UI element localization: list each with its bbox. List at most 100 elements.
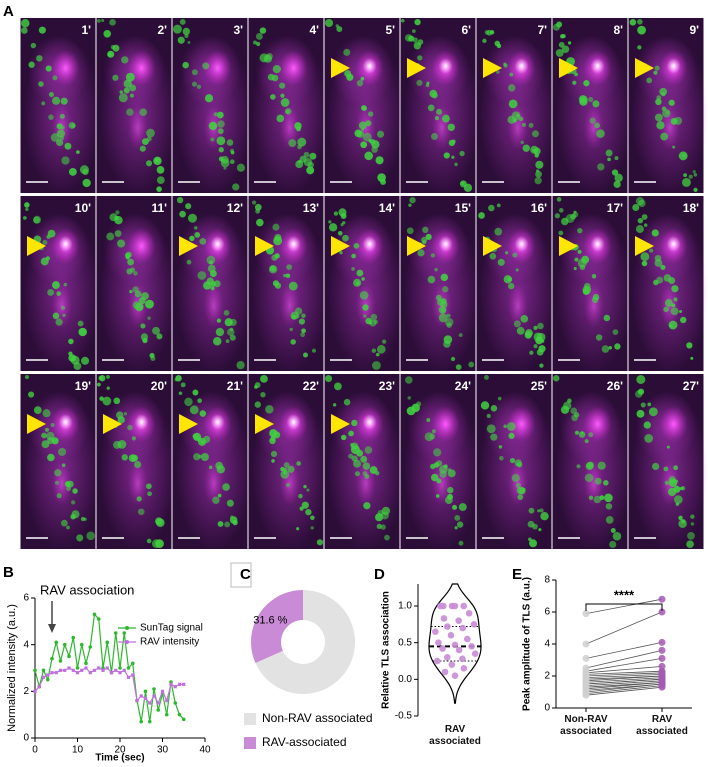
green-signal — [531, 130, 539, 138]
green-signal — [578, 431, 586, 438]
data-point — [122, 631, 127, 635]
green-signal — [269, 429, 278, 438]
green-signal — [376, 523, 382, 529]
data-point — [54, 640, 59, 645]
green-signal — [577, 227, 583, 234]
green-signal — [377, 130, 385, 138]
violin — [428, 583, 482, 704]
pair-line — [585, 685, 663, 694]
green-signal — [342, 234, 349, 242]
green-signal — [636, 409, 645, 418]
green-signal — [584, 439, 589, 444]
green-signal — [107, 53, 112, 57]
data-point — [50, 656, 54, 661]
frame-label: 5' — [385, 23, 395, 37]
green-signal — [123, 87, 130, 94]
green-signal — [670, 117, 678, 125]
green-signal — [605, 503, 613, 510]
green-signal — [197, 271, 207, 280]
green-signal — [76, 150, 80, 154]
green-signal — [588, 495, 594, 500]
green-signal — [79, 165, 89, 175]
green-signal — [490, 433, 498, 441]
legend-marker — [125, 640, 129, 644]
pair-line — [585, 650, 663, 669]
green-signal — [252, 200, 257, 205]
green-signal — [446, 313, 451, 318]
magenta-puncta — [279, 50, 308, 86]
green-signal — [280, 98, 290, 107]
green-signal — [225, 339, 230, 343]
green-signal — [444, 317, 454, 327]
green-signal — [41, 432, 47, 439]
green-signal — [527, 520, 535, 528]
green-signal — [360, 455, 368, 463]
green-signal — [283, 274, 287, 278]
panel-label: B — [3, 564, 14, 581]
green-signal — [51, 437, 59, 445]
green-signal — [635, 225, 644, 234]
green-signal — [213, 280, 221, 288]
data-point — [459, 655, 466, 663]
pair-line — [585, 611, 663, 645]
green-signal — [139, 108, 148, 117]
green-signal — [310, 515, 315, 520]
frame-label: 17' — [607, 201, 623, 215]
green-signal — [375, 352, 380, 357]
green-signal — [182, 61, 189, 69]
green-signal — [260, 375, 268, 383]
arrowhead — [483, 58, 502, 78]
green-signal — [612, 531, 622, 541]
data-point — [658, 595, 666, 603]
green-signal — [289, 327, 293, 332]
green-signal — [217, 128, 224, 135]
data-point — [118, 666, 122, 670]
green-signal — [194, 232, 201, 238]
green-signal — [609, 540, 617, 548]
micrograph-tile: 17' — [552, 196, 632, 372]
green-signal — [648, 407, 658, 417]
y-tick-label: 0.5 — [398, 637, 412, 648]
green-signal — [361, 127, 365, 131]
frame-label: 16' — [531, 201, 547, 215]
green-signal — [605, 516, 614, 524]
y-tick-label: 4 — [544, 639, 550, 650]
green-signal — [253, 40, 257, 45]
y-tick-label: 8 — [544, 575, 550, 586]
green-signal — [61, 156, 70, 165]
green-signal — [672, 145, 676, 149]
data-point — [182, 682, 186, 686]
green-signal — [56, 493, 62, 499]
green-signal — [71, 123, 76, 128]
green-signal — [194, 226, 198, 230]
green-signal — [21, 27, 28, 34]
legend-label: SunTag signal — [140, 623, 203, 634]
green-signal — [422, 226, 429, 234]
green-signal — [434, 116, 440, 121]
green-signal — [22, 216, 27, 220]
green-signal — [187, 40, 191, 44]
green-signal — [416, 401, 422, 407]
y-tick-label: 1.0 — [398, 601, 412, 612]
green-signal — [640, 402, 646, 408]
green-signal — [692, 170, 696, 174]
bright-core — [286, 414, 301, 430]
green-signal — [265, 405, 274, 414]
data-point — [448, 661, 456, 668]
green-signal — [71, 500, 76, 505]
green-signal — [637, 388, 645, 395]
green-signal — [273, 236, 283, 246]
frame-label: 22' — [303, 379, 319, 393]
green-signal — [50, 133, 60, 142]
green-signal — [422, 239, 427, 245]
green-signal — [360, 105, 367, 111]
green-signal — [690, 522, 695, 526]
magenta-puncta — [203, 284, 224, 328]
green-signal — [230, 515, 234, 519]
green-signal — [459, 150, 465, 157]
green-signal — [513, 320, 521, 328]
green-signal — [126, 108, 134, 116]
green-signal — [535, 170, 542, 178]
green-signal — [637, 25, 646, 35]
